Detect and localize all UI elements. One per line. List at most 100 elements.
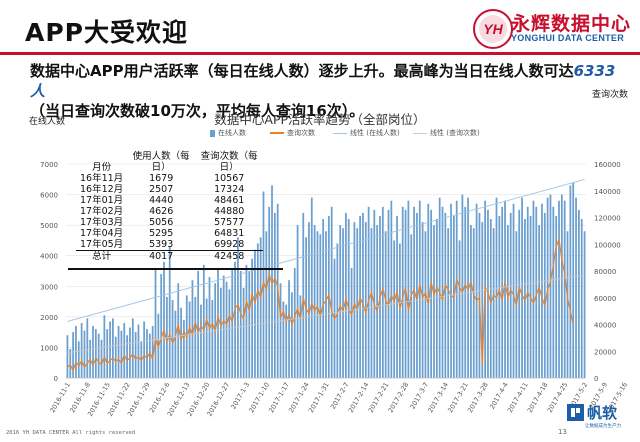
bar [478,212,481,378]
bar [552,206,555,378]
y-tick-label: 7000 [40,161,58,169]
bar [467,197,469,378]
bar [137,324,140,378]
bar [92,326,94,378]
bar [114,336,117,378]
bar [566,231,569,378]
bar [75,326,77,378]
bar [313,225,316,378]
bar [86,318,89,378]
bar [279,283,282,378]
bar [418,200,421,378]
legend-swatch-line [270,132,284,134]
bar [506,225,509,378]
bar [146,329,148,378]
bar [245,264,248,378]
bar [342,228,344,378]
bar [518,209,521,378]
cell-month: 17年03月 [80,217,124,228]
bar [532,200,535,378]
x-tick-label: 2017-3-7 [408,381,430,411]
bar [288,280,290,378]
bar [293,267,296,378]
bar [416,212,418,378]
trendline-users [67,178,585,322]
desc-line1: 数据中心APP用户活跃率（每日在线人数）逐步上升。最高峰为当日在线人数可达 [30,62,574,80]
bar [174,310,177,378]
bar [302,212,305,378]
bar [77,341,80,378]
bar [398,243,401,378]
bar [271,185,273,378]
bar [177,283,180,378]
bar [464,206,467,378]
bar [188,301,191,378]
bar [543,212,546,378]
bar [421,222,424,378]
bar [256,243,259,378]
bar [555,215,558,378]
bar [100,339,103,378]
bar [481,222,484,378]
x-tick-label: 2017-2-7 [329,381,351,411]
bar [433,225,435,378]
logo-text-cn: 永辉数据中心 [511,13,632,35]
bar [239,271,242,378]
chart-title: 数据中心APP活跃率趋势（全部岗位） [214,112,426,127]
cell-month: 17年02月 [80,206,124,217]
y2-tick-label: 80000 [594,268,616,276]
footer-copyright: 2016 YH DATA CENTER All rights reserved [6,430,136,436]
bar [242,287,245,378]
bar [410,234,413,378]
bar [194,296,197,378]
bar [393,240,396,378]
cell-queries: 42458 [195,250,264,262]
bar [364,222,367,378]
bar [106,329,109,378]
cell-users: 5295 [149,228,174,239]
bar [450,203,452,378]
bar [580,219,583,378]
bar [546,197,549,378]
y2-tick-label: 160000 [594,161,621,169]
table-header-month: 月份 [92,162,112,173]
bar [435,219,438,378]
bar [521,197,523,378]
bar [296,225,299,378]
cell-queries: 44880 [214,206,245,217]
fanruan-brand-slogan: 让数据成为生产力 [585,424,621,429]
bar [339,225,342,378]
bar [237,237,239,378]
bar [202,264,205,378]
bar [151,326,154,378]
bar [134,332,137,378]
bar [444,212,447,378]
bar [376,225,379,378]
y-tick-label: 5000 [40,222,58,230]
bar [458,240,461,378]
query-line [67,238,574,373]
trendline-query [67,274,585,354]
bar [575,197,577,378]
bar [131,318,134,378]
x-tick-label: 2017-1-31 [307,381,331,414]
bar [356,228,359,378]
bar [336,243,339,378]
cell-users: 1679 [149,173,174,184]
bar [572,182,575,378]
bar [413,206,415,378]
table-header-users: 使用人数（每日） [132,151,190,173]
bar [160,274,163,378]
cell-queries: 10567 [214,173,245,184]
cell-users: 5393 [149,239,174,250]
bar [558,200,560,378]
bar [123,322,126,378]
bar [438,197,441,378]
cell-month: 总计 [76,250,128,262]
yonghui-logo-icon: YH [473,9,513,49]
x-tick-label: 2017-3-28 [466,381,490,414]
y-tick-label: 4000 [40,253,58,261]
y2-tick-label: 100000 [594,241,621,249]
bar [345,212,347,378]
